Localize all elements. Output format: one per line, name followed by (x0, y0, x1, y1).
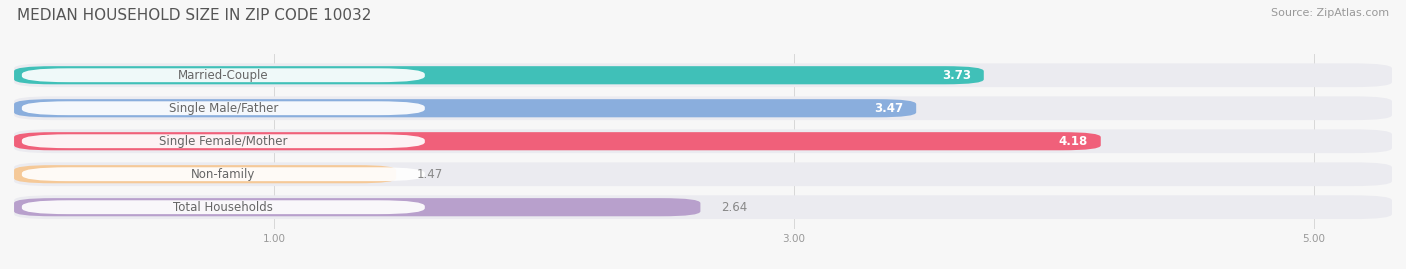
Text: Source: ZipAtlas.com: Source: ZipAtlas.com (1271, 8, 1389, 18)
Text: 4.18: 4.18 (1059, 135, 1088, 148)
FancyBboxPatch shape (22, 134, 425, 148)
FancyBboxPatch shape (22, 200, 425, 214)
FancyBboxPatch shape (14, 63, 1392, 87)
FancyBboxPatch shape (14, 129, 1392, 153)
FancyBboxPatch shape (14, 132, 1101, 150)
Text: 3.73: 3.73 (942, 69, 970, 82)
FancyBboxPatch shape (14, 99, 917, 117)
FancyBboxPatch shape (14, 165, 396, 183)
Text: 2.64: 2.64 (721, 201, 748, 214)
FancyBboxPatch shape (22, 68, 425, 82)
Text: Total Households: Total Households (173, 201, 273, 214)
FancyBboxPatch shape (14, 198, 700, 216)
FancyBboxPatch shape (14, 96, 1392, 120)
Text: Single Male/Father: Single Male/Father (169, 102, 278, 115)
FancyBboxPatch shape (14, 66, 984, 84)
Text: Married-Couple: Married-Couple (179, 69, 269, 82)
Text: MEDIAN HOUSEHOLD SIZE IN ZIP CODE 10032: MEDIAN HOUSEHOLD SIZE IN ZIP CODE 10032 (17, 8, 371, 23)
FancyBboxPatch shape (22, 101, 425, 115)
FancyBboxPatch shape (14, 162, 1392, 186)
Text: Non-family: Non-family (191, 168, 256, 181)
FancyBboxPatch shape (14, 195, 1392, 219)
Text: Single Female/Mother: Single Female/Mother (159, 135, 288, 148)
Text: 1.47: 1.47 (418, 168, 443, 181)
FancyBboxPatch shape (22, 167, 425, 181)
Text: 3.47: 3.47 (875, 102, 903, 115)
